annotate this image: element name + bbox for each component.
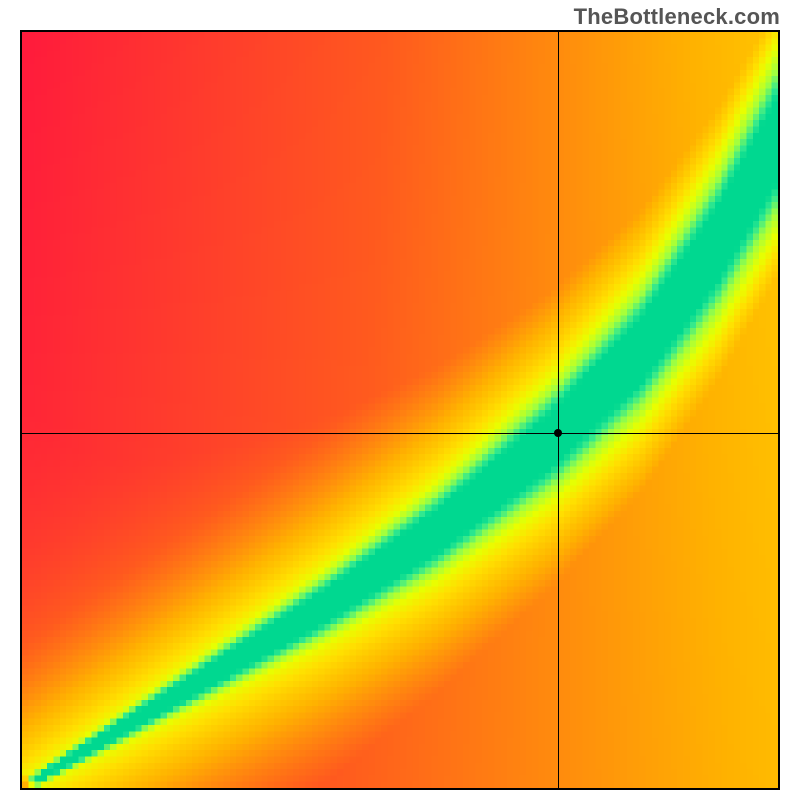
watermark-text: TheBottleneck.com [574,4,780,30]
heatmap-canvas [22,32,778,788]
crosshair-horizontal [22,433,778,434]
crosshair-marker [554,429,562,437]
heatmap-plot-area [20,30,780,790]
crosshair-vertical [558,32,559,788]
